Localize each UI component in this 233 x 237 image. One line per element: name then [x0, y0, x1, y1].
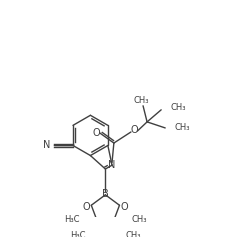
Text: CH₃: CH₃	[134, 96, 149, 105]
Text: N: N	[108, 160, 116, 170]
Text: B: B	[102, 189, 109, 199]
Text: CH₃: CH₃	[132, 215, 147, 224]
Text: O: O	[92, 128, 100, 138]
Text: CH₃: CH₃	[126, 231, 141, 237]
Text: N: N	[44, 141, 51, 150]
Text: O: O	[120, 202, 128, 212]
Text: O: O	[83, 202, 91, 212]
Text: CH₃: CH₃	[174, 123, 190, 132]
Text: H₃C: H₃C	[64, 215, 79, 224]
Text: H₃C: H₃C	[70, 231, 85, 237]
Text: O: O	[131, 125, 138, 135]
Text: CH₃: CH₃	[170, 104, 186, 113]
